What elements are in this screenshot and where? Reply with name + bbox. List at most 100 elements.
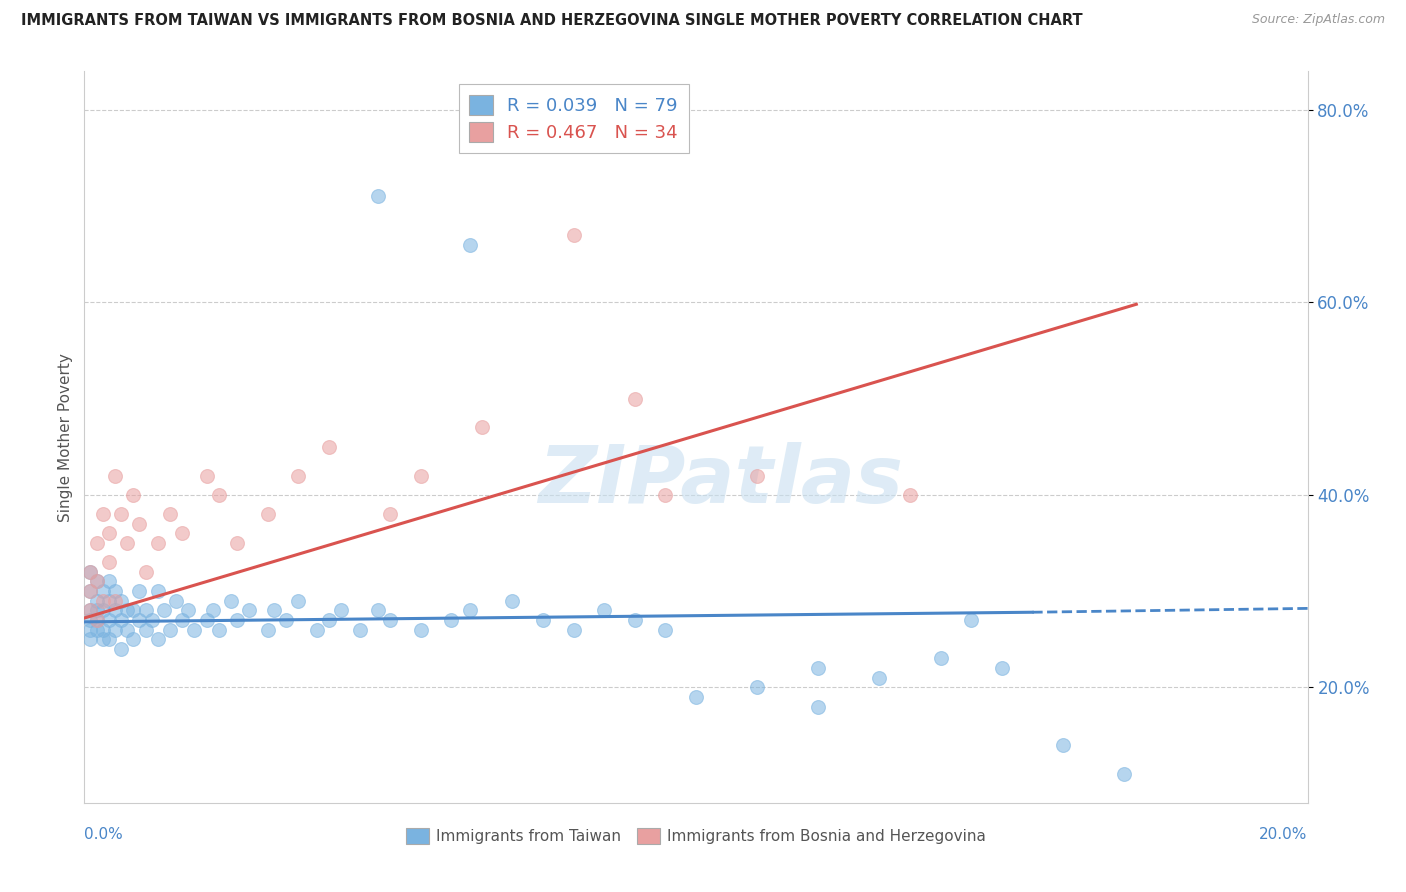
Point [195,613,218,627]
Text: ZIPatlas: ZIPatlas [538,442,903,520]
Point [86,593,108,607]
Point [502,593,524,607]
Point [531,613,554,627]
Point [86,623,108,637]
Point [226,536,249,550]
Point [807,661,830,675]
Point [135,623,157,637]
Point [79,584,101,599]
Point [128,584,150,599]
Point [86,536,108,550]
Point [141,613,163,627]
Text: IMMIGRANTS FROM TAIWAN VS IMMIGRANTS FROM BOSNIA AND HERZEGOVINA SINGLE MOTHER P: IMMIGRANTS FROM TAIWAN VS IMMIGRANTS FRO… [21,13,1083,29]
Point [110,507,132,521]
Point [257,507,280,521]
Point [79,613,101,627]
Point [165,593,187,607]
Point [97,632,120,647]
Point [747,681,769,695]
Point [97,574,120,589]
Point [869,671,891,685]
Point [226,613,249,627]
Point [79,584,101,599]
Point [257,623,280,637]
Point [91,584,114,599]
Point [91,623,114,637]
Point [195,468,218,483]
Point [330,603,353,617]
Point [305,623,328,637]
Point [624,613,647,627]
Point [238,603,260,617]
Point [122,632,145,647]
Point [172,526,194,541]
Point [1114,767,1136,781]
Point [458,603,481,617]
Point [380,507,402,521]
Point [91,593,114,607]
Y-axis label: Single Mother Poverty: Single Mother Poverty [58,352,73,522]
Point [318,440,340,454]
Point [562,227,585,242]
Point [86,613,108,627]
Point [367,603,389,617]
Point [471,420,494,434]
Point [135,603,157,617]
Point [624,392,647,406]
Point [380,613,402,627]
Point [458,237,481,252]
Point [960,613,983,627]
Point [135,565,157,579]
Point [367,189,389,203]
Point [654,623,676,637]
Point [807,699,830,714]
Point [146,584,169,599]
Point [97,526,120,541]
Point [79,603,101,617]
Point [747,468,769,483]
Point [79,623,101,637]
Text: Source: ZipAtlas.com: Source: ZipAtlas.com [1251,13,1385,27]
Point [159,623,181,637]
Point [593,603,616,617]
Point [128,613,150,627]
Point [91,632,114,647]
Point [318,613,340,627]
Text: 20.0%: 20.0% [1260,827,1308,842]
Point [115,623,138,637]
Point [177,603,200,617]
Point [79,603,101,617]
Point [276,613,298,627]
Point [86,574,108,589]
Point [409,623,432,637]
Text: 0.0%: 0.0% [84,827,124,842]
Point [991,661,1014,675]
Point [172,613,194,627]
Point [153,603,176,617]
Point [110,613,132,627]
Point [146,536,169,550]
Point [97,593,120,607]
Point [263,603,285,617]
Point [104,593,127,607]
Point [208,623,231,637]
Point [97,613,120,627]
Point [104,623,127,637]
Point [128,516,150,531]
Point [86,574,108,589]
Point [219,593,242,607]
Point [208,488,231,502]
Point [86,613,108,627]
Point [110,593,132,607]
Point [440,613,463,627]
Point [115,603,138,617]
Point [104,603,127,617]
Point [122,603,145,617]
Point [122,488,145,502]
Point [159,507,181,521]
Point [79,565,101,579]
Point [201,603,224,617]
Point [97,555,120,569]
Legend: Immigrants from Taiwan, Immigrants from Bosnia and Herzegovina: Immigrants from Taiwan, Immigrants from … [399,822,993,850]
Point [929,651,952,665]
